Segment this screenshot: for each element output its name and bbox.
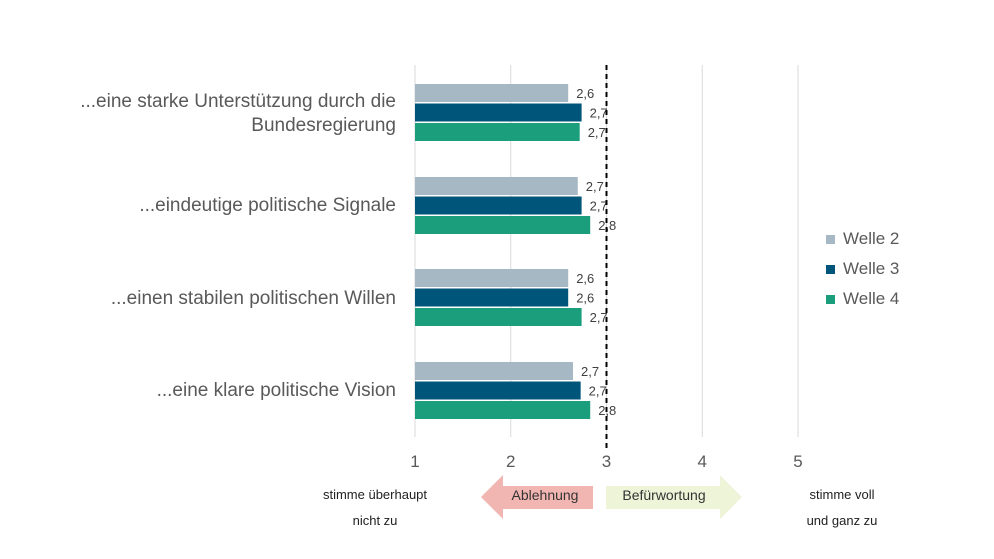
scale-label-left-line-2: nicht zu — [352, 513, 398, 528]
bar — [415, 177, 578, 195]
bar — [415, 362, 573, 380]
bar — [415, 401, 591, 419]
bar — [415, 308, 582, 326]
data-label: 2,6 — [576, 86, 594, 101]
x-tick-label: 3 — [602, 452, 611, 471]
scale-label-right-line-2: und ganz zu — [806, 513, 878, 528]
data-label: 2,7 — [590, 199, 608, 214]
legend-item-welle-2: Welle 2 — [826, 224, 899, 254]
positive-label: Befürwortung — [622, 487, 706, 503]
data-label: 2,6 — [576, 291, 594, 306]
bar — [415, 103, 582, 122]
legend-swatch — [826, 234, 835, 244]
scale-label-left-line-1: stimme überhaupt — [322, 487, 428, 502]
x-tick-label: 5 — [793, 452, 802, 471]
legend-label: Welle 4 — [843, 289, 900, 308]
legend-label: Welle 3 — [843, 259, 900, 278]
legend: Welle 2 Welle 3 Welle 4 — [826, 224, 899, 314]
data-label: 2,7 — [590, 106, 608, 121]
data-label: 2,6 — [576, 271, 594, 286]
bar — [415, 269, 569, 287]
legend-swatch — [826, 294, 835, 304]
data-label: 2,7 — [581, 364, 599, 379]
data-label: 2,8 — [598, 218, 616, 233]
data-label: 2,7 — [586, 179, 604, 194]
category-label-1: ...eine starke Unterstützung durch die B… — [80, 91, 396, 136]
bar — [415, 381, 581, 400]
category-label-3: ...einen stabilen politischen Willen — [110, 288, 396, 309]
negative-label: Ablehnung — [511, 487, 579, 503]
bar — [415, 84, 569, 102]
bar — [415, 288, 569, 307]
data-label: 2,7 — [590, 310, 608, 325]
bar — [415, 196, 582, 215]
legend-item-welle-4: Welle 4 — [826, 284, 899, 314]
legend-swatch — [826, 264, 835, 274]
bar — [415, 216, 591, 234]
data-label: 2,7 — [588, 125, 606, 140]
category-label-2: ...eindeutige politische Signale — [139, 195, 396, 216]
negative-arrow — [481, 475, 593, 519]
positive-arrow — [606, 475, 742, 519]
legend-label: Welle 2 — [843, 229, 900, 248]
scale-label-left: stimme überhaupt nicht zu — [305, 482, 445, 534]
data-label: 2,7 — [589, 384, 607, 399]
legend-item-welle-3: Welle 3 — [826, 254, 899, 284]
x-tick-label: 1 — [410, 452, 419, 471]
scale-label-right: stimme voll und ganz zu — [772, 482, 912, 534]
bar — [415, 123, 580, 141]
x-tick-label: 4 — [698, 452, 707, 471]
category-label-4: ...eine klare politische Vision — [156, 380, 396, 401]
scale-label-right-line-1: stimme voll — [809, 487, 875, 502]
x-tick-label: 2 — [506, 452, 515, 471]
